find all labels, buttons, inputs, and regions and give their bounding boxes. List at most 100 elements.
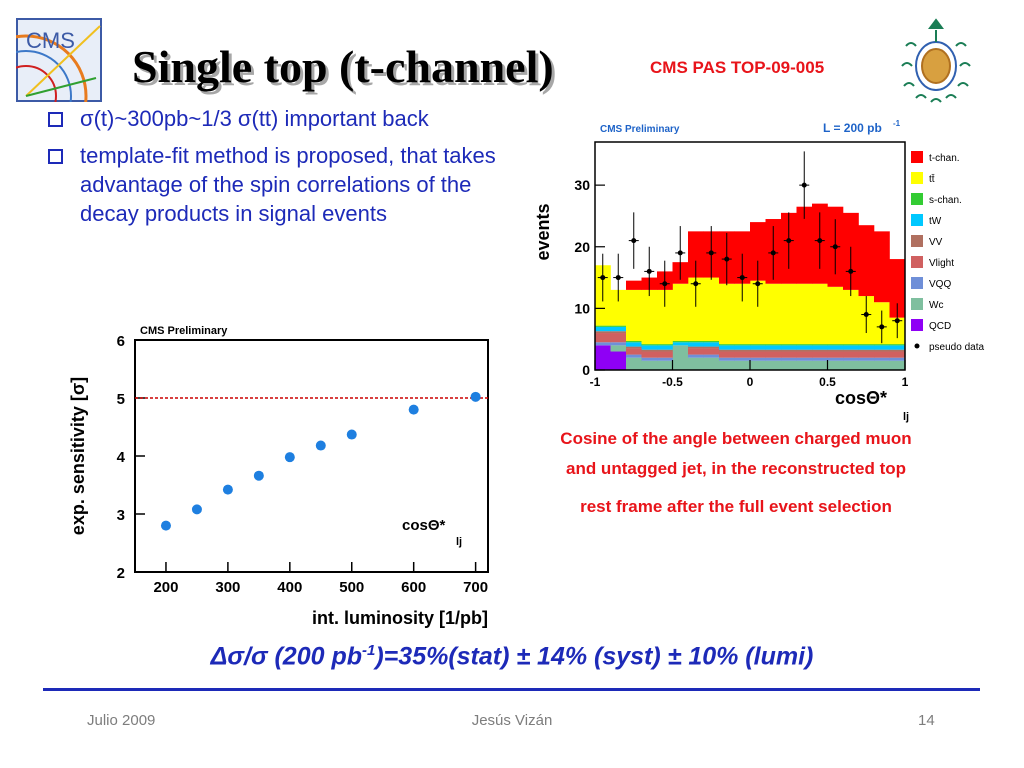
- pseudo-data-point: [786, 238, 792, 244]
- pseudo-data-point: [646, 268, 652, 274]
- legend-swatch: [911, 277, 923, 289]
- stack-bar: [812, 345, 828, 350]
- stack-bar: [765, 351, 782, 358]
- stack-bar: [719, 344, 735, 346]
- pseudo-data-point: [848, 268, 854, 274]
- stack-bar: [858, 349, 875, 352]
- cms-logo: CMS: [16, 18, 102, 102]
- legend-swatch: [911, 172, 923, 184]
- y-tick-label: 30: [574, 177, 590, 193]
- stack-bar: [626, 341, 642, 343]
- stack-bar: [703, 346, 720, 349]
- slide-title: Single top (t-channel): [132, 41, 554, 92]
- stack-bar: [843, 345, 859, 350]
- chart-label: CMS Preliminary: [140, 325, 228, 337]
- caption-line: Cosine of the angle between charged muon: [560, 429, 912, 448]
- legend-label: tt̄: [929, 173, 935, 185]
- stack-bar: [874, 360, 890, 370]
- pseudo-data-point: [801, 182, 807, 188]
- sensitivity-chart: CMS Preliminary 2 3 4 5 6 200 300 400 500 600 700 in…: [68, 325, 489, 628]
- chart-label: CMS Preliminary: [600, 124, 680, 135]
- stack-bar: [781, 357, 797, 361]
- stack-bar: [641, 360, 658, 370]
- stack-bar: [874, 344, 890, 346]
- legend-swatch: [911, 151, 923, 163]
- stack-bar: [688, 348, 704, 355]
- x-axis-subscript: lj: [903, 411, 909, 423]
- stack-bar: [734, 344, 751, 346]
- data-point: [408, 404, 419, 415]
- stack-bar: [688, 341, 704, 343]
- stack-bar: [626, 342, 642, 347]
- stack-bar: [889, 349, 906, 352]
- stack-bar: [889, 360, 906, 370]
- stack-bar: [796, 360, 813, 370]
- checkbox-bullet-icon: [48, 112, 63, 127]
- legend-label: s-chan.: [929, 195, 962, 206]
- stack-bar: [765, 349, 782, 352]
- stack-bar: [610, 342, 627, 346]
- pseudo-data-point: [879, 324, 885, 330]
- stack-bar: [796, 351, 813, 358]
- stack-bar: [843, 344, 859, 346]
- result-formula: Δσ/σ (200 pb-1)=35%(stat) ± 14% (syst) ±…: [0, 642, 1024, 671]
- x-tick-label: -0.5: [662, 375, 683, 389]
- stack-bar: [626, 289, 642, 342]
- stack-bar: [812, 349, 828, 352]
- stack-bar: [750, 351, 766, 358]
- pseudo-data-point: [832, 244, 838, 250]
- legend-swatch: [911, 256, 923, 268]
- stack-bar: [641, 351, 658, 358]
- formula-sup: -1: [362, 642, 376, 659]
- slide-number: 14: [918, 712, 935, 729]
- stack-bar: [827, 357, 844, 361]
- stack-bar: [703, 354, 720, 358]
- stack-bar: [796, 344, 813, 346]
- stack-bar: [812, 357, 828, 361]
- x-tick-label: 400: [277, 579, 302, 596]
- stack-bar: [889, 345, 906, 350]
- bullet-list: σ(t)~300pb~1/3 σ(tt) important back temp…: [44, 104, 514, 236]
- stack-bar: [858, 345, 875, 350]
- stack-bar: [688, 346, 704, 349]
- stack-bar: [703, 342, 720, 347]
- data-point: [346, 429, 357, 440]
- x-tick-label: 500: [339, 579, 364, 596]
- stack-bar: [858, 344, 875, 346]
- stack-bar: [641, 344, 658, 346]
- y-tick-label: 6: [117, 333, 125, 350]
- stack-bar: [719, 357, 735, 361]
- pseudo-data-point: [662, 281, 668, 287]
- stack-bar: [657, 351, 673, 358]
- y-axis-label: exp. sensitivity [σ]: [68, 377, 88, 535]
- stack-bar: [688, 354, 704, 358]
- y-tick-label: 20: [574, 239, 590, 255]
- pseudo-data-point: [739, 275, 745, 281]
- y-tick-label: 0: [582, 362, 590, 378]
- stack-bar: [827, 349, 844, 352]
- stack-bar: [858, 225, 875, 297]
- stack-bar: [626, 346, 642, 349]
- stack-bar: [750, 349, 766, 352]
- stack-bar: [641, 345, 658, 350]
- stack-bar: [610, 345, 627, 352]
- y-axis-label: events: [533, 203, 553, 260]
- caption-line: rest frame after the full event selectio…: [580, 497, 892, 516]
- stack-bar: [812, 360, 828, 370]
- stack-bar: [703, 341, 720, 343]
- stack-bar: [657, 345, 673, 350]
- stack-bar: [750, 360, 766, 370]
- stack-bar: [827, 286, 844, 345]
- cms-logo-text: CMS: [26, 28, 75, 53]
- stack-bar: [827, 344, 844, 346]
- stack-bar: [719, 283, 735, 345]
- pseudo-data-point: [770, 250, 776, 256]
- stack-bar: [703, 277, 720, 342]
- stack-bar: [843, 357, 859, 361]
- stack-bar: [734, 349, 751, 352]
- stack-bar: [781, 349, 797, 352]
- x-tick-label: 700: [463, 579, 488, 596]
- x-tick-label: 0: [747, 375, 754, 389]
- caption-line: and untagged jet, in the reconstructed t…: [565, 459, 907, 478]
- stack-bar: [796, 206, 813, 284]
